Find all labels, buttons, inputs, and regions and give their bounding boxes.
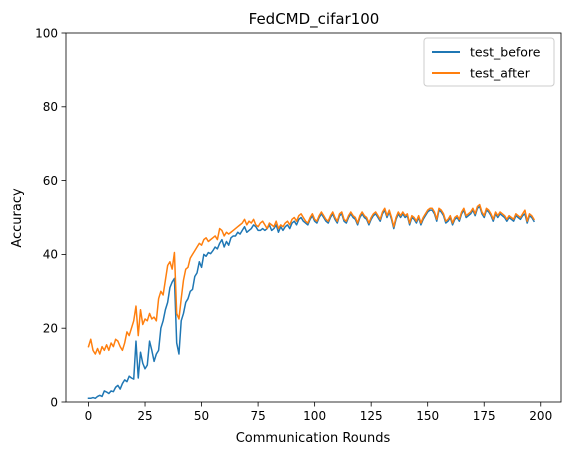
y-tick-label: 0 [50, 395, 58, 409]
axes: 0 25 50 75 100 125 150 175 200 0 20 40 60 80 100 [35, 26, 562, 423]
chart-title: FedCMD_cifar100 [249, 10, 380, 29]
legend-label-test_after: test_after [470, 66, 531, 81]
y-tick-label: 80 [43, 100, 58, 114]
x-tick-label: 175 [473, 409, 496, 423]
x-tick-label: 25 [137, 409, 152, 423]
x-tick-label: 0 [85, 409, 93, 423]
x-tick-label: 150 [416, 409, 439, 423]
legend-label-test_before: test_before [470, 45, 541, 60]
y-tick-label: 40 [43, 248, 58, 262]
x-tick-label: 75 [250, 409, 265, 423]
x-tick-label: 200 [529, 409, 552, 423]
x-tick-label: 50 [194, 409, 209, 423]
series-line-test_after [87, 203, 536, 355]
plot-area [87, 203, 536, 400]
plot-frame [65, 32, 562, 403]
x-axis-label: Communication Rounds [236, 431, 391, 446]
y-tick-label: 20 [43, 322, 58, 336]
x-tick-label: 125 [360, 409, 383, 423]
legend: test_before test_after [423, 37, 555, 87]
x-tick-label: 100 [303, 409, 326, 423]
y-axis-label: Accuracy [10, 188, 25, 248]
y-tick-label: 100 [35, 26, 58, 40]
y-tick-label: 60 [43, 174, 58, 188]
